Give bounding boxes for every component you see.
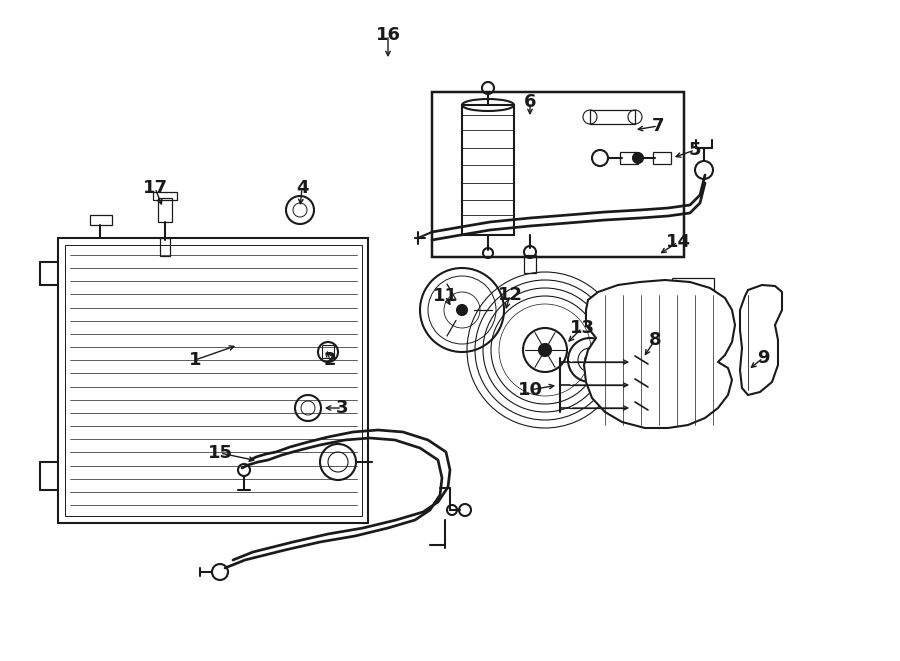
Text: 11: 11 (433, 287, 457, 305)
Bar (653, 152, 671, 164)
Circle shape (626, 354, 634, 362)
Circle shape (633, 153, 643, 163)
Bar (432, 92, 684, 257)
Text: 12: 12 (498, 286, 523, 304)
Text: 6: 6 (524, 93, 536, 111)
Bar (590, 110, 635, 124)
Text: 5: 5 (688, 141, 701, 159)
Bar (58, 238, 368, 523)
Text: 10: 10 (518, 381, 543, 399)
Circle shape (539, 344, 551, 356)
Text: 13: 13 (570, 319, 595, 337)
Polygon shape (584, 280, 735, 428)
Bar (322, 345, 334, 358)
Circle shape (457, 305, 467, 315)
Polygon shape (740, 285, 782, 395)
Bar (160, 238, 170, 256)
Text: 3: 3 (336, 399, 348, 417)
Bar (620, 152, 638, 164)
Text: 14: 14 (665, 233, 690, 251)
Bar (462, 105, 514, 235)
Text: 8: 8 (649, 331, 662, 349)
Bar (672, 278, 714, 294)
Bar (524, 255, 536, 273)
Text: 7: 7 (652, 117, 664, 135)
Bar (153, 192, 177, 200)
Bar (158, 198, 172, 222)
Text: 16: 16 (375, 26, 401, 44)
Text: 2: 2 (324, 351, 337, 369)
Text: 17: 17 (142, 179, 167, 197)
Text: 9: 9 (757, 349, 770, 367)
Text: 15: 15 (208, 444, 232, 462)
Text: 1: 1 (189, 351, 202, 369)
Circle shape (585, 355, 595, 365)
Text: 4: 4 (296, 179, 308, 197)
Bar (65, 245, 362, 516)
Circle shape (626, 377, 634, 385)
Circle shape (626, 400, 634, 408)
Bar (90, 215, 112, 225)
